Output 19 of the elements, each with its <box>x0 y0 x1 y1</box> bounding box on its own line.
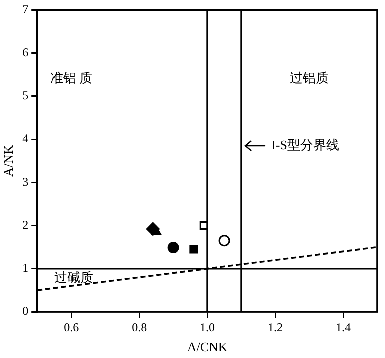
y-tick-label: 0 <box>22 304 29 318</box>
x-axis-title: A/CNK <box>187 340 228 355</box>
x-tick-label: 0.8 <box>132 320 148 334</box>
y-tick-label: 2 <box>22 218 29 232</box>
y-tick-label: 1 <box>22 261 29 276</box>
y-tick-label: 5 <box>22 88 29 103</box>
y-tick-label: 4 <box>22 132 29 146</box>
annotation: 过碱质 <box>54 270 94 285</box>
x-tick-label: 1.2 <box>268 320 284 334</box>
annotation: 过铝质 <box>290 70 330 86</box>
y-axis-title: A/NK <box>1 144 16 177</box>
x-tick-label: 0.6 <box>64 320 80 334</box>
y-tick-label: 3 <box>22 174 29 189</box>
y-tick-label: 6 <box>22 45 29 60</box>
ref-line-label: I-S型分界线 <box>272 137 340 152</box>
x-tick-label: 1.0 <box>200 320 216 334</box>
x-tick-label: 1.4 <box>336 320 352 334</box>
y-tick-label: 7 <box>22 2 29 16</box>
annotation: 准铝 质 <box>50 70 93 86</box>
